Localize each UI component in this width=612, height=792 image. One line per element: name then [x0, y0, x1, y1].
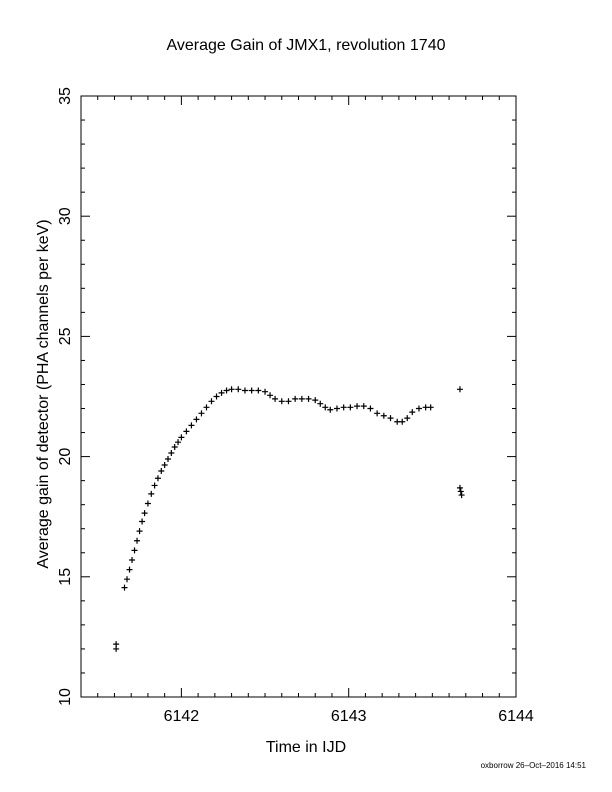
data-point	[131, 547, 138, 554]
data-point	[262, 388, 269, 395]
data-point	[427, 404, 434, 411]
data-point	[198, 410, 205, 417]
data-point	[415, 405, 422, 412]
data-point	[312, 397, 319, 404]
data-point	[168, 449, 175, 456]
data-point	[213, 393, 220, 400]
data-point	[183, 428, 190, 435]
data-point	[223, 387, 230, 394]
data-point	[113, 641, 120, 648]
data-point	[161, 462, 168, 469]
data-point	[203, 404, 210, 411]
data-point	[141, 510, 148, 517]
data-point	[241, 387, 248, 394]
chart-title: Average Gain of JMX1, revolution 1740	[166, 37, 446, 54]
data-point	[360, 403, 367, 410]
footer-timestamp: oxborrow 26–Oct–2016 14:51	[480, 761, 586, 770]
data-point	[235, 386, 242, 393]
data-point	[144, 500, 151, 507]
data-point	[121, 584, 128, 591]
data-point	[317, 400, 324, 407]
data-point	[165, 456, 171, 463]
data-point	[322, 404, 329, 411]
data-point	[218, 389, 225, 396]
data-point	[305, 395, 312, 402]
data-point	[158, 468, 165, 475]
data-point	[175, 439, 182, 446]
data-point	[129, 556, 136, 563]
y-tick-label: 20	[57, 448, 74, 466]
data-point	[298, 395, 305, 402]
data-point	[267, 392, 274, 399]
data-point	[208, 398, 215, 405]
data-point	[374, 410, 381, 417]
x-tick-label: 6143	[331, 708, 367, 725]
data-point	[285, 398, 292, 405]
data-point	[458, 492, 465, 499]
data-point	[399, 418, 406, 425]
data-point	[272, 395, 279, 402]
data-point	[354, 403, 361, 410]
data-point	[188, 422, 195, 429]
data-point	[404, 415, 411, 422]
data-point	[171, 443, 178, 450]
data-point	[394, 418, 401, 425]
data-point	[193, 416, 200, 423]
data-point	[457, 488, 464, 495]
data-point	[278, 398, 285, 405]
data-point	[178, 434, 185, 441]
data-point	[340, 404, 347, 411]
data-point	[148, 490, 155, 497]
data-point	[248, 387, 255, 394]
data-point	[124, 576, 131, 583]
data-point	[151, 482, 158, 489]
y-tick-label: 10	[57, 688, 74, 706]
data-point	[456, 386, 463, 393]
data-point	[333, 405, 340, 412]
data-point	[255, 387, 262, 394]
data-point	[154, 475, 161, 482]
plot-frame	[80, 95, 517, 698]
data-point	[292, 395, 299, 402]
data-point	[456, 484, 463, 491]
y-tick-label: 15	[57, 568, 74, 586]
data-point	[367, 405, 374, 412]
data-point	[136, 528, 143, 535]
y-axis-label: Average gain of detector (PHA channels p…	[35, 219, 52, 568]
y-tick-label: 30	[57, 207, 74, 225]
y-tick-label: 25	[57, 327, 74, 345]
data-point	[422, 404, 429, 411]
x-axis-label: Time in IJD	[265, 739, 347, 756]
data-point	[347, 404, 354, 411]
data-point	[327, 406, 334, 413]
x-tick-label: 6142	[164, 708, 200, 725]
data-point	[139, 518, 146, 525]
x-tick-label: 6144	[498, 708, 534, 725]
data-point	[380, 412, 387, 419]
y-tick-label: 35	[57, 87, 74, 105]
data-point	[409, 409, 416, 416]
data-point	[387, 415, 394, 422]
data-point	[134, 537, 141, 544]
data-point	[228, 386, 235, 393]
data-point	[126, 566, 133, 573]
